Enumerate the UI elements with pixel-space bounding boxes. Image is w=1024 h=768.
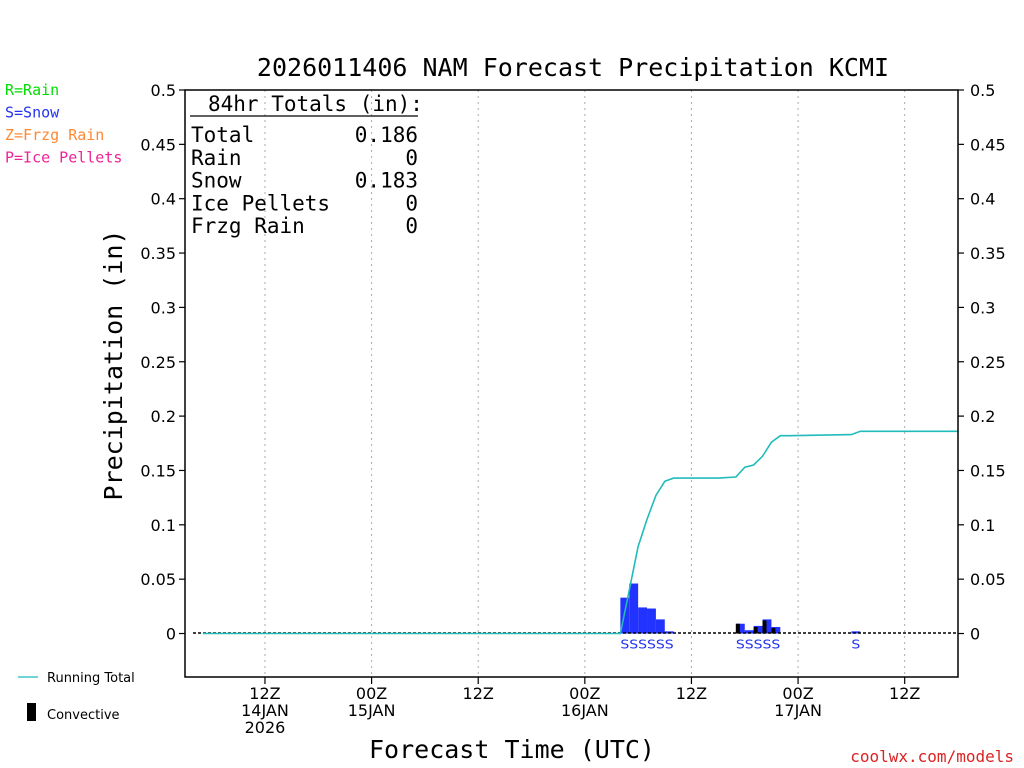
totals-row-value-2: 0.183 (355, 169, 418, 193)
x-axis-label: Forecast Time (UTC) (369, 735, 655, 764)
y-axis-right: 0 0.05 0.1 0.15 0.2 0.25 0.3 0.35 0.4 0.45 0.5 (958, 81, 1006, 644)
y-axis-left: 0 0.05 0.1 0.15 0.2 0.25 0.3 0.35 0.4 0.45 0.5 (140, 81, 185, 644)
snow-bar-8 (753, 625, 763, 634)
y-tick-label-right-8: 0.4 (970, 190, 995, 209)
convective-legend-label: Convective (47, 708, 120, 723)
y-tick-label-right-1: 0.05 (970, 570, 1006, 589)
y-tick-label-right-10: 0.5 (970, 81, 995, 100)
y-tick-label-left-9: 0.45 (140, 135, 176, 154)
y-tick-label-left-8: 0.4 (151, 190, 176, 209)
convective-legend-swatch (27, 703, 36, 721)
legend-item-1: S=Snow (5, 104, 60, 122)
totals-row-value-3: 0 (405, 191, 418, 215)
precip-bars (620, 583, 861, 634)
convective-bar-1 (753, 626, 758, 634)
x-tick-label-6-0: 12Z (889, 684, 920, 703)
y-tick-label-right-4: 0.2 (970, 407, 995, 426)
totals-row-value-0: 0.186 (355, 123, 418, 147)
credit-text: coolwx.com/models (850, 747, 1014, 766)
y-tick-label-left-2: 0.1 (151, 516, 176, 535)
y-tick-label-left-7: 0.35 (140, 244, 176, 263)
y-tick-label-right-7: 0.35 (970, 244, 1006, 263)
convective-bar-2 (762, 620, 767, 634)
x-tick-label-0-1: 14JAN (241, 701, 289, 720)
running-total-line (202, 430, 958, 635)
totals-row-value-4: 0 (405, 214, 418, 238)
y-tick-label-right-3: 0.15 (970, 461, 1006, 480)
x-tick-label-2-0: 12Z (463, 684, 494, 703)
y-tick-label-left-5: 0.25 (140, 353, 176, 372)
totals-row-name-1: Rain (191, 146, 242, 170)
plot-frame (184, 89, 959, 678)
running-total-legend-label: Running Total (47, 671, 135, 686)
snow-bar-4 (655, 619, 665, 634)
snow-bar-6 (735, 623, 745, 634)
convective-bar-3 (771, 628, 776, 634)
x-tick-label-3-1: 16JAN (561, 701, 609, 720)
totals-row-name-0: Total (191, 123, 254, 147)
ptype-marker-0: SSSSSS (620, 638, 673, 652)
chart-title: 2026011406 NAM Forecast Precipitation KC… (257, 53, 889, 82)
y-tick-label-left-10: 0.5 (151, 81, 176, 100)
ptype-markers: SSSSSS SSSSS S (620, 638, 860, 652)
totals-row-name-3: Ice Pellets (191, 191, 330, 215)
convective-bar-0 (735, 623, 740, 634)
y-tick-label-left-1: 0.05 (140, 570, 176, 589)
x-tick-label-1-0: 00Z (356, 684, 387, 703)
snow-bar-10 (771, 626, 781, 634)
y-tick-label-right-9: 0.45 (970, 135, 1006, 154)
snow-bar-3 (647, 608, 656, 634)
x-tick-label-4-0: 12Z (676, 684, 707, 703)
x-tick-label-5-1: 17JAN (774, 701, 822, 720)
totals-header: 84hr Totals (in): (208, 92, 423, 116)
y-tick-label-right-0: 0 (970, 625, 980, 644)
totals-row-value-1: 0 (405, 146, 418, 170)
legend-item-2: Z=Frzg Rain (5, 126, 104, 144)
ptype-marker-2: S (851, 638, 860, 652)
x-tick-label-3-0: 00Z (569, 684, 600, 703)
y-tick-label-left-3: 0.15 (140, 461, 176, 480)
legend-item-0: R=Rain (5, 81, 59, 99)
snow-bar-2 (638, 607, 648, 634)
gridlines (264, 90, 906, 677)
ptype-legend: R=Rain S=Snow Z=Frzg Rain P=Ice Pellets (5, 81, 122, 167)
totals-rows: Total 0.186 Rain 0 Snow 0.183 Ice Pellets 0 Frzg… (191, 123, 418, 238)
snow-bar-1 (629, 583, 639, 634)
totals-box: 84hr Totals (in): Total 0.186 Rain 0 Snow 0.1… (190, 92, 423, 238)
totals-row-name-4: Frzg Rain (191, 214, 305, 238)
y-tick-label-right-5: 0.25 (970, 353, 1006, 372)
legend-item-3: P=Ice Pellets (5, 149, 122, 167)
series-legend: Running Total Convective (18, 671, 135, 723)
x-tick-label-1-1: 15JAN (348, 701, 396, 720)
x-tick-label-5-0: 00Z (782, 684, 813, 703)
x-tick-label-0-2: 2026 (245, 718, 286, 737)
x-tick-label-0-0: 12Z (249, 684, 280, 703)
snow-bar-7 (744, 630, 754, 634)
y-tick-label-left-4: 0.2 (151, 407, 176, 426)
totals-row-name-2: Snow (191, 169, 242, 193)
y-tick-label-right-6: 0.3 (970, 298, 995, 317)
snow-bar-9 (762, 619, 772, 634)
y-tick-label-left-0: 0 (166, 625, 176, 644)
y-tick-label-right-2: 0.1 (970, 516, 995, 535)
y-axis-label: Precipitation (in) (99, 230, 128, 501)
y-tick-label-left-6: 0.3 (151, 298, 176, 317)
ptype-marker-1: SSSSS (736, 638, 780, 652)
